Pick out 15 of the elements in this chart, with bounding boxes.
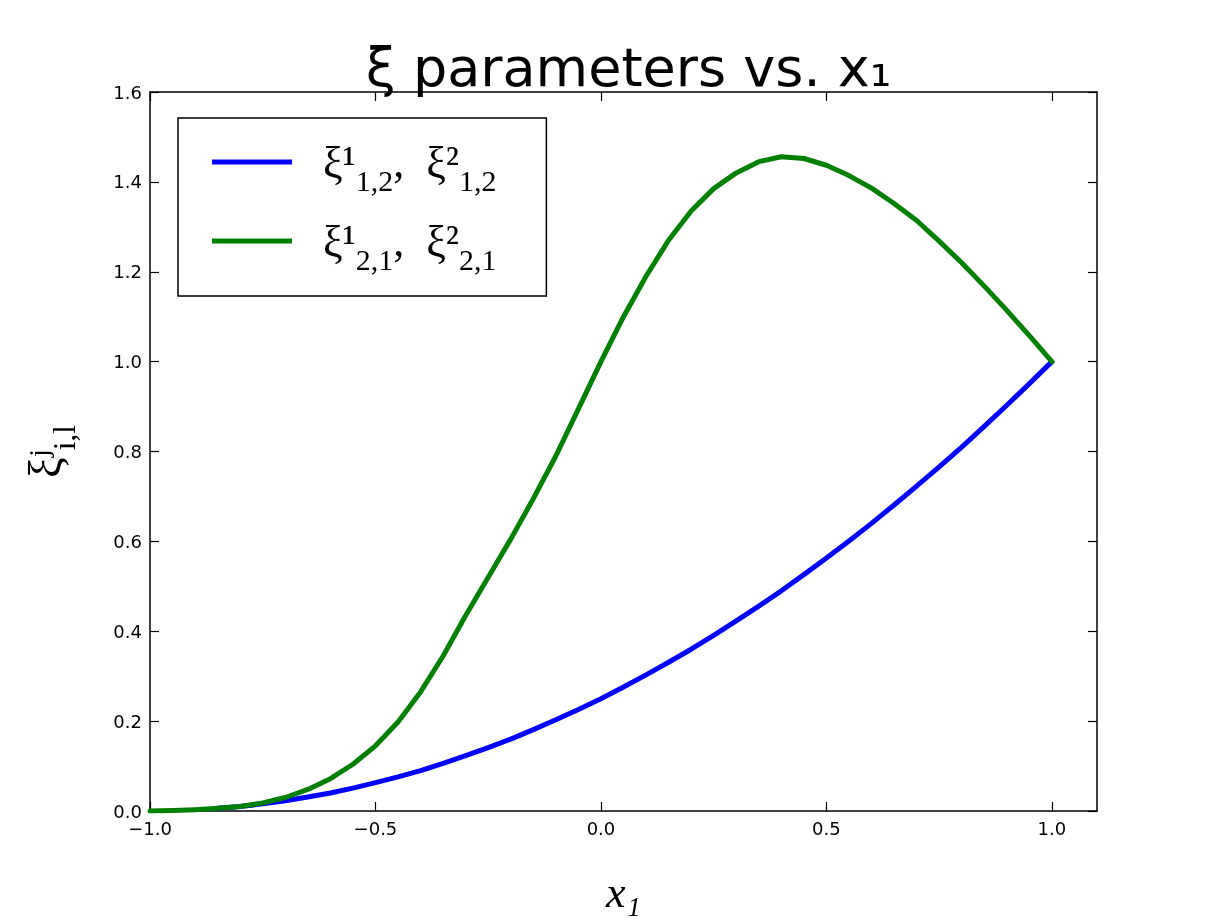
- y-tick-label: 0.8: [113, 441, 142, 462]
- y-tick-label: 0.4: [113, 620, 142, 642]
- y-tick-label: 0.6: [113, 530, 142, 552]
- x-tick-label: 0.5: [812, 817, 841, 839]
- x-tick-label: 0.0: [586, 817, 616, 839]
- y-axis-title: ξʲi,l: [20, 424, 82, 478]
- chart-title: ξ parameters vs. x₁: [365, 36, 892, 99]
- x-axis-title: x₁: [605, 867, 641, 917]
- y-tick-label: 1.2: [113, 261, 142, 283]
- x-tick-label: 1.0: [1037, 817, 1067, 839]
- y-tick-label: 1.0: [113, 351, 142, 373]
- y-tick-label: 1.6: [113, 81, 142, 103]
- y-tick-label: 1.4: [113, 171, 142, 193]
- x-tick-label: −0.5: [353, 817, 398, 839]
- y-tick-label: 0.2: [113, 710, 142, 732]
